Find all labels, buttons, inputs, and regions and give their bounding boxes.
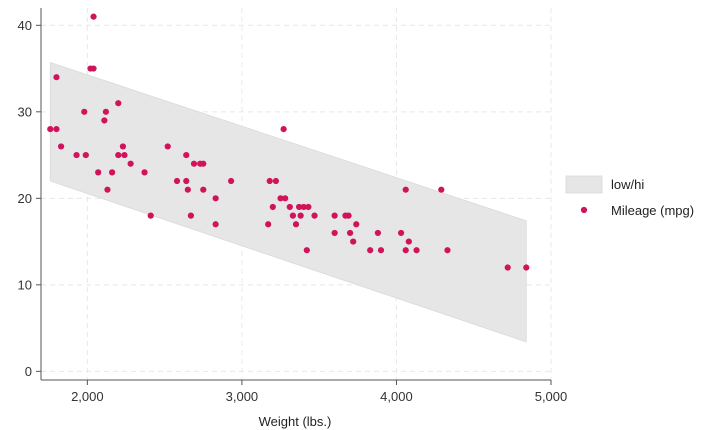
low-hi-band — [49, 61, 527, 343]
data-point-61 — [397, 229, 405, 237]
legend-band-swatch — [565, 175, 603, 194]
data-point-16 — [115, 151, 122, 159]
data-point-48 — [303, 247, 310, 254]
data-point-4 — [73, 151, 80, 159]
data-point-8 — [90, 65, 97, 72]
data-point-50 — [311, 212, 318, 219]
data-point-31 — [200, 186, 207, 193]
legend-point-label: Mileage (mpg) — [611, 203, 694, 218]
data-point-63 — [402, 247, 409, 254]
data-point-2 — [53, 126, 60, 133]
data-point-47 — [300, 203, 307, 211]
data-point-27 — [187, 212, 195, 219]
data-point-11 — [101, 117, 108, 124]
data-point-34 — [227, 177, 235, 185]
y-tick-label-0: 0 — [25, 364, 32, 379]
data-point-18 — [121, 151, 128, 159]
data-point-46 — [297, 212, 304, 219]
data-point-52 — [331, 229, 338, 237]
data-point-45 — [295, 203, 303, 211]
data-point-20 — [141, 169, 148, 176]
data-point-59 — [374, 229, 382, 237]
axes — [36, 8, 552, 385]
data-point-23 — [173, 177, 181, 185]
data-point-42 — [286, 203, 293, 211]
x-tick-label-3: 5,000 — [535, 389, 568, 404]
legend-band-label: low/hi — [611, 177, 644, 192]
data-point-66 — [438, 186, 445, 193]
data-point-5 — [81, 108, 88, 115]
data-point-26 — [184, 186, 191, 193]
data-point-9 — [90, 13, 97, 20]
data-point-22 — [164, 143, 171, 150]
y-tick-label-4: 40 — [18, 18, 32, 33]
data-point-21 — [147, 212, 154, 219]
data-point-30 — [200, 160, 207, 167]
data-point-37 — [269, 203, 276, 211]
data-point-15 — [115, 100, 122, 107]
data-point-54 — [345, 212, 352, 219]
data-point-67 — [444, 247, 451, 254]
data-point-44 — [292, 221, 300, 228]
data-point-49 — [305, 203, 312, 211]
legend-point-marker — [580, 206, 588, 214]
data-point-13 — [104, 186, 111, 193]
data-point-58 — [367, 247, 374, 254]
data-point-35 — [265, 221, 272, 228]
data-point-25 — [183, 151, 190, 159]
y-tick-label-3: 30 — [18, 104, 32, 119]
data-point-32 — [212, 195, 219, 202]
data-point-10 — [95, 169, 102, 176]
x-axis-title: Weight (lbs.) — [259, 414, 332, 429]
tick-labels: 2,000 3,000 4,000 5,000 0 10 20 30 40 — [18, 18, 568, 404]
data-point-55 — [346, 229, 354, 237]
data-point-1 — [53, 74, 60, 81]
data-point-41 — [282, 195, 289, 202]
data-point-43 — [289, 212, 297, 219]
data-point-40 — [280, 126, 287, 133]
x-tick-label-2: 4,000 — [380, 389, 413, 404]
data-point-36 — [266, 177, 273, 185]
data-point-24 — [183, 177, 190, 185]
data-point-64 — [405, 238, 412, 245]
y-tick-label-1: 10 — [18, 277, 32, 292]
data-point-28 — [190, 160, 198, 167]
data-point-56 — [350, 238, 357, 245]
data-point-60 — [377, 247, 385, 254]
data-point-51 — [331, 212, 338, 219]
legend: low/hi Mileage (mpg) — [565, 175, 694, 218]
data-point-19 — [127, 160, 134, 167]
data-point-39 — [277, 195, 284, 202]
data-point-65 — [413, 247, 420, 254]
data-point-33 — [212, 221, 219, 228]
band-layer — [49, 61, 527, 343]
x-tick-label-0: 2,000 — [71, 389, 104, 404]
points-layer — [47, 13, 530, 271]
data-point-38 — [272, 177, 280, 185]
data-point-57 — [353, 221, 360, 228]
data-point-62 — [402, 186, 409, 193]
data-point-17 — [119, 143, 127, 150]
x-tick-label-1: 3,000 — [226, 389, 259, 404]
y-tick-label-2: 20 — [18, 191, 32, 206]
data-point-0 — [47, 126, 54, 133]
data-point-3 — [57, 143, 65, 150]
data-point-6 — [82, 151, 89, 159]
data-point-12 — [102, 108, 110, 115]
data-point-69 — [523, 264, 530, 271]
data-point-68 — [504, 264, 511, 271]
data-point-14 — [108, 169, 116, 176]
